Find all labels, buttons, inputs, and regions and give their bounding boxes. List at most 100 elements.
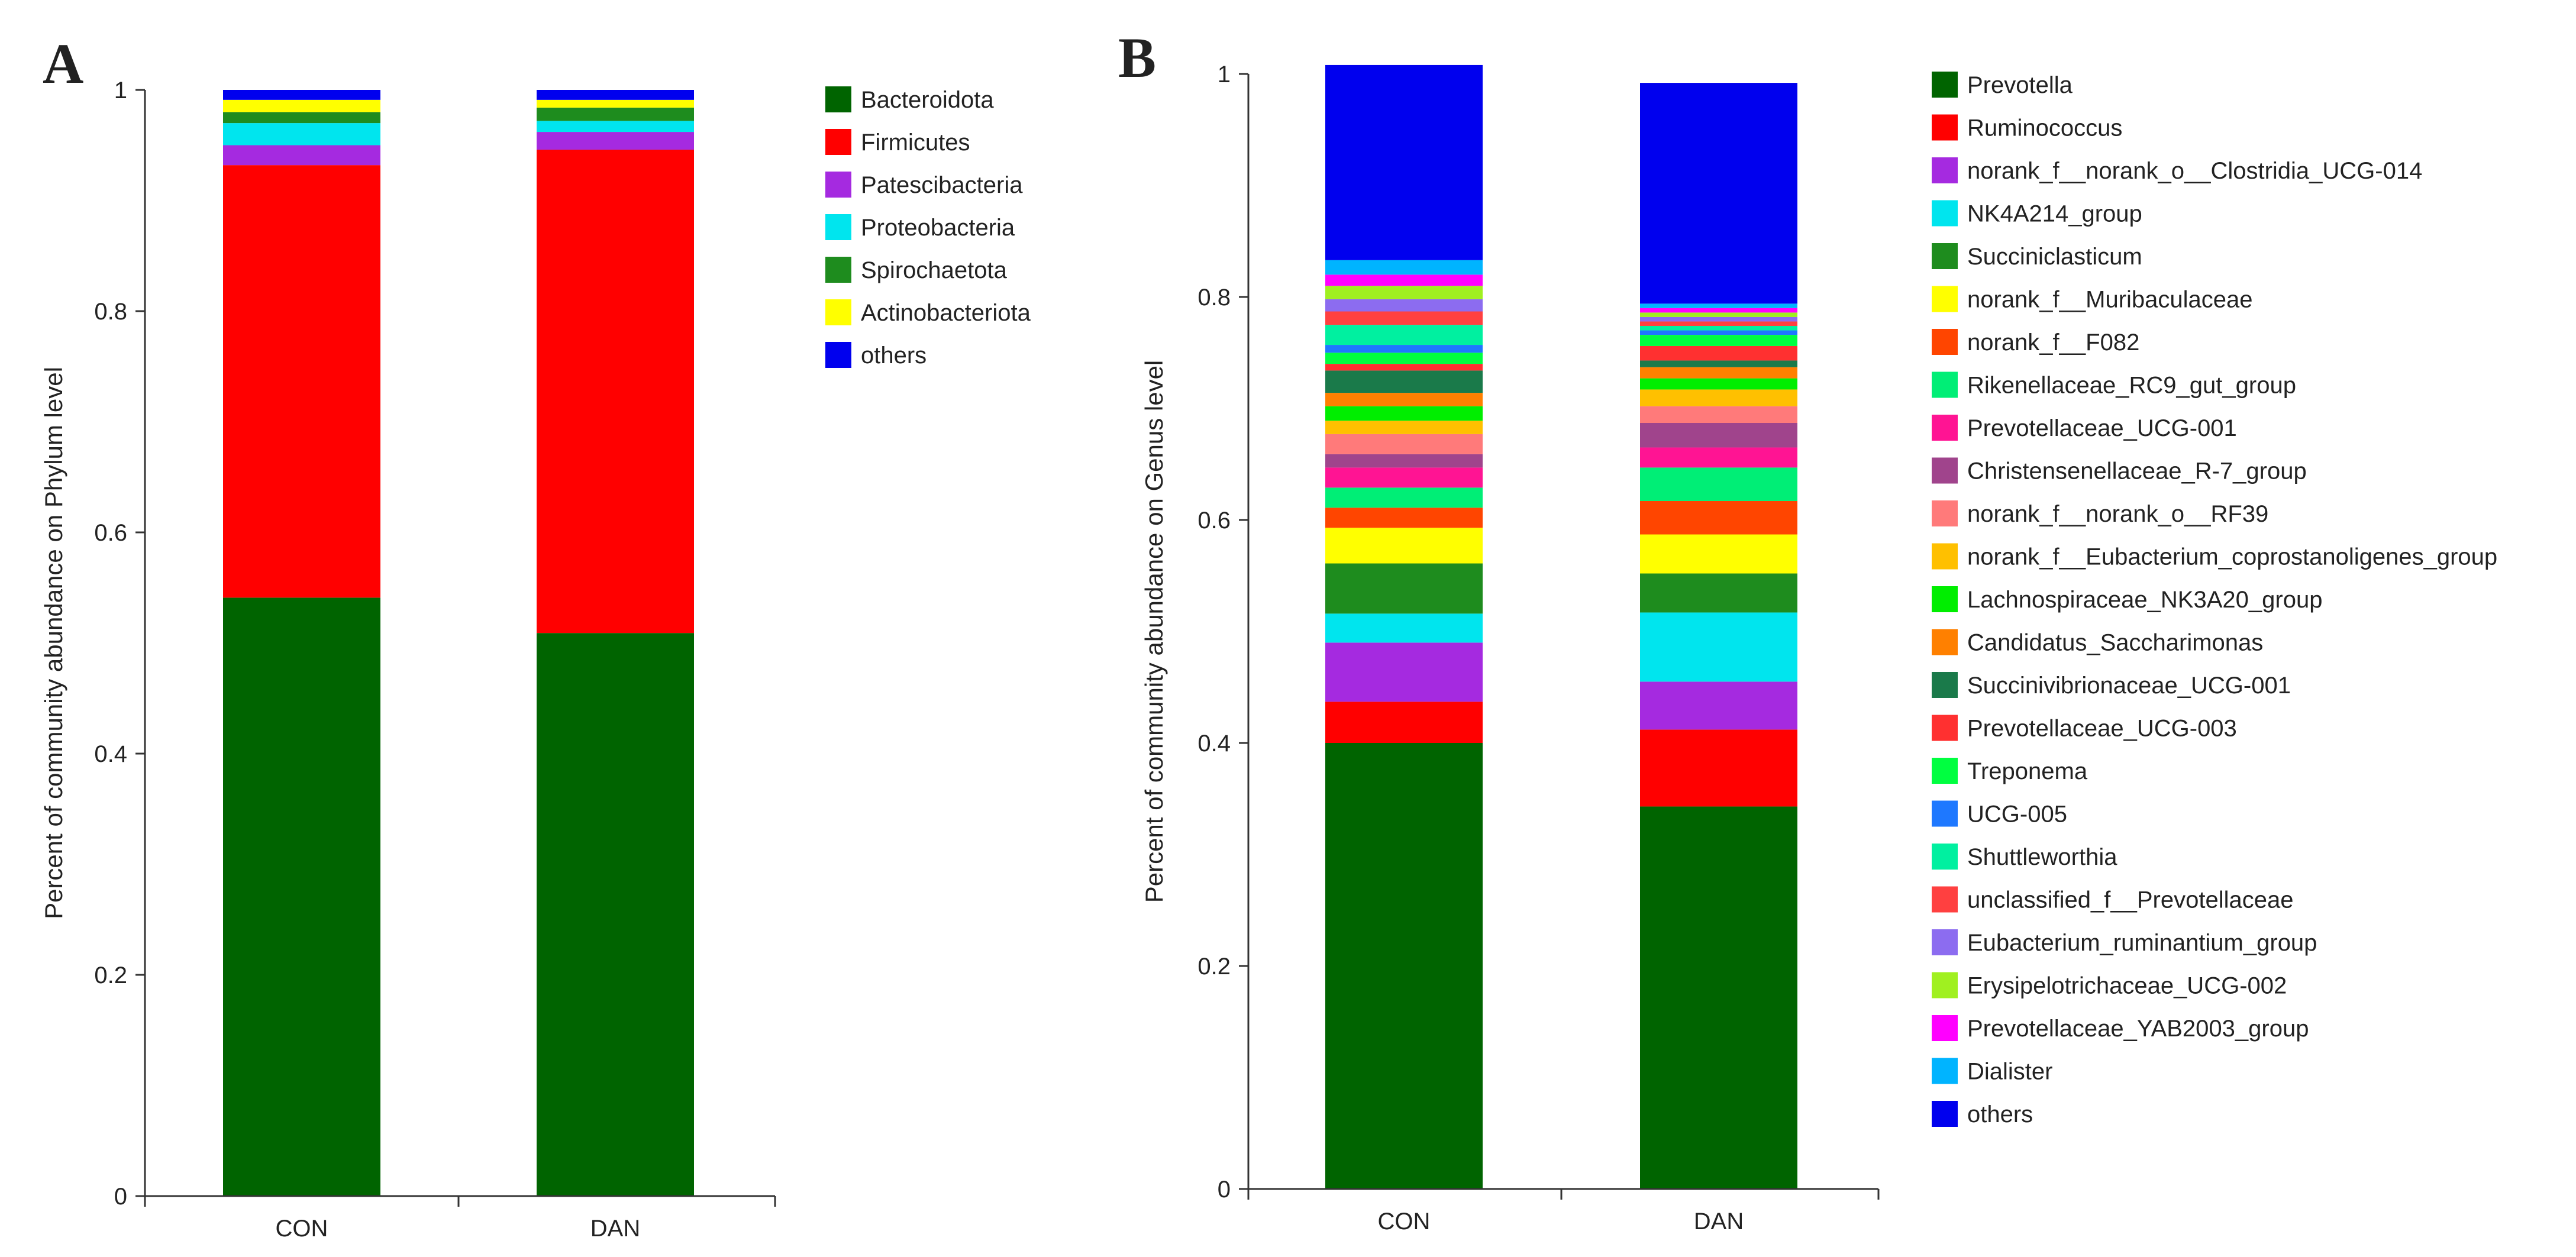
bar-segment-b-con-norank-f-norank-o-clostridia-ucg-014 xyxy=(1325,642,1483,702)
bar-segment-a-dan-proteobacteria xyxy=(537,121,694,133)
bar-segment-a-con-patescibacteria xyxy=(223,145,380,166)
legend-label-b-christensenellaceae-r-7-group: Christensenellaceae_R-7_group xyxy=(1967,458,2307,484)
legend-swatch-b-succinivibrionaceae-ucg-001 xyxy=(1932,672,1958,698)
y-tick-label-a-3: 0.6 xyxy=(94,520,127,546)
bar-segment-b-con-norank-f-muribaculaceae xyxy=(1325,528,1483,564)
x-tick-label-a-con: CON xyxy=(276,1216,328,1242)
legend-label-b-prevotellaceae-ucg-003: Prevotellaceae_UCG-003 xyxy=(1967,716,2237,742)
legend-swatch-a-bacteroidota xyxy=(825,86,851,112)
bar-segment-b-dan-succiniclasticum xyxy=(1640,573,1797,613)
bar-segment-a-dan-bacteroidota xyxy=(537,633,694,1196)
y-axis-title-a: Percent of community abundance on Phylum… xyxy=(40,367,67,919)
legend-swatch-a-patescibacteria xyxy=(825,172,851,198)
legend-label-a-actinobacteriota: Actinobacteriota xyxy=(861,300,1031,326)
bar-segment-b-dan-shuttleworthia xyxy=(1640,326,1797,331)
legend-label-b-norank-f-norank-o-clostridia-ucg-014: norank_f__norank_o__Clostridia_UCG-014 xyxy=(1967,158,2422,184)
bar-segment-b-dan-candidatus-saccharimonas xyxy=(1640,367,1797,379)
bar-segment-b-con-ucg-005 xyxy=(1325,345,1483,353)
y-tick-label-b-3: 0.6 xyxy=(1197,508,1231,534)
legend-swatch-b-christensenellaceae-r-7-group xyxy=(1932,457,1958,484)
bar-segment-b-dan-unclassified-f-prevotellaceae xyxy=(1640,321,1797,327)
legend-swatch-b-norank-f-f082 xyxy=(1932,329,1958,355)
legend-label-a-bacteroidota: Bacteroidota xyxy=(861,87,994,113)
legend-swatch-b-succiniclasticum xyxy=(1932,243,1958,269)
y-tick-label-a-2: 0.4 xyxy=(94,741,127,767)
x-tick-label-a-dan: DAN xyxy=(590,1216,640,1242)
bar-segment-b-con-ruminococcus xyxy=(1325,702,1483,743)
legend-label-b-norank-f-f082: norank_f__F082 xyxy=(1967,329,2139,356)
legend-swatch-b-dialister xyxy=(1932,1058,1958,1084)
bar-segment-b-con-christensenellaceae-r-7-group xyxy=(1325,454,1483,468)
bar-segment-b-dan-others xyxy=(1640,83,1797,304)
bar-segment-b-con-nk4a214-group xyxy=(1325,613,1483,643)
bar-segment-b-con-unclassified-f-prevotellaceae xyxy=(1325,311,1483,325)
bar-segment-a-dan-actinobacteriota xyxy=(537,99,694,108)
bar-segment-b-dan-norank-f-muribaculaceae xyxy=(1640,534,1797,574)
bar-segment-a-con-others xyxy=(223,90,380,100)
bar-segment-b-dan-christensenellaceae-r-7-group xyxy=(1640,423,1797,448)
legend-swatch-a-spirochaetota xyxy=(825,257,851,283)
y-axis-title-b: Percent of community abundance on Genus … xyxy=(1140,360,1168,903)
bar-segment-b-dan-prevotella xyxy=(1640,806,1797,1189)
bar-segment-b-con-rikenellaceae-rc9-gut-group xyxy=(1325,487,1483,508)
legend-label-a-spirochaetota: Spirochaetota xyxy=(861,257,1008,283)
bar-segment-b-dan-succinivibrionaceae-ucg-001 xyxy=(1640,360,1797,367)
bar-segment-b-dan-ruminococcus xyxy=(1640,729,1797,807)
legend-label-b-ucg-005: UCG-005 xyxy=(1967,802,2067,828)
bar-segment-b-dan-norank-f-eubacterium-coprostanoligenes-group xyxy=(1640,389,1797,406)
y-tick-label-b-5: 1 xyxy=(1218,62,1231,88)
legend-label-b-norank-f-eubacterium-coprostanoligenes-group: norank_f__Eubacterium_coprostanoligenes_… xyxy=(1967,544,2497,570)
y-tick-label-a-4: 0.8 xyxy=(94,299,127,325)
legend-swatch-b-norank-f-muribaculaceae xyxy=(1932,286,1958,312)
legend-swatch-b-prevotella xyxy=(1932,72,1958,98)
y-tick-label-b-2: 0.4 xyxy=(1197,731,1231,757)
panel-b-letter: B xyxy=(1118,26,1156,89)
bar-segment-b-con-erysipelotrichaceae-ucg-002 xyxy=(1325,286,1483,299)
y-tick-label-b-4: 0.8 xyxy=(1197,285,1231,311)
bar-segment-b-con-norank-f-f082 xyxy=(1325,508,1483,528)
legend-swatch-b-ruminococcus xyxy=(1932,114,1958,141)
x-tick-label-b-con: CON xyxy=(1378,1208,1431,1235)
legend-swatch-b-unclassified-f-prevotellaceae xyxy=(1932,886,1958,913)
legend-swatch-b-rikenellaceae-rc9-gut-group xyxy=(1932,371,1958,398)
bar-segment-b-dan-norank-f-norank-o-rf39 xyxy=(1640,406,1797,424)
legend-swatch-b-eubacterium-ruminantium-group xyxy=(1932,929,1958,955)
bar-segment-b-dan-nk4a214-group xyxy=(1640,612,1797,682)
bar-segment-b-con-prevotellaceae-ucg-001 xyxy=(1325,467,1483,488)
legend-label-b-ruminococcus: Ruminococcus xyxy=(1967,115,2122,141)
panel-a-letter: A xyxy=(43,32,83,95)
bar-segment-b-con-norank-f-norank-o-rf39 xyxy=(1325,434,1483,454)
y-tick-label-a-0: 0 xyxy=(114,1184,127,1210)
legend-swatch-a-actinobacteriota xyxy=(825,299,851,325)
bar-segment-b-con-succinivibrionaceae-ucg-001 xyxy=(1325,370,1483,393)
y-tick-label-a-5: 1 xyxy=(114,77,127,104)
legend-label-b-erysipelotrichaceae-ucg-002: Erysipelotrichaceae_UCG-002 xyxy=(1967,973,2287,999)
bar-segment-b-dan-ucg-005 xyxy=(1640,330,1797,335)
legend-label-b-unclassified-f-prevotellaceae: unclassified_f__Prevotellaceae xyxy=(1967,887,2293,913)
legend-swatch-b-erysipelotrichaceae-ucg-002 xyxy=(1932,972,1958,999)
bar-segment-a-dan-spirochaetota xyxy=(537,107,694,121)
bar-segment-b-con-prevotellaceae-yab2003-group xyxy=(1325,274,1483,286)
legend-swatch-b-lachnospiraceae-nk3a20-group xyxy=(1932,586,1958,612)
legend-label-b-shuttleworthia: Shuttleworthia xyxy=(1967,844,2117,870)
bar-segment-b-con-shuttleworthia xyxy=(1325,325,1483,345)
y-tick-label-b-0: 0 xyxy=(1218,1177,1231,1203)
legend-label-b-prevotellaceae-ucg-001: Prevotellaceae_UCG-001 xyxy=(1967,415,2237,441)
legend-label-b-rikenellaceae-rc9-gut-group: Rikenellaceae_RC9_gut_group xyxy=(1967,373,2296,399)
legend-label-b-lachnospiraceae-nk3a20-group: Lachnospiraceae_NK3A20_group xyxy=(1967,587,2322,613)
bar-segment-b-con-succiniclasticum xyxy=(1325,563,1483,614)
bar-segment-a-dan-firmicutes xyxy=(537,149,694,634)
legend-label-b-succinivibrionaceae-ucg-001: Succinivibrionaceae_UCG-001 xyxy=(1967,673,2291,699)
legend-swatch-a-proteobacteria xyxy=(825,214,851,240)
bar-segment-b-dan-lachnospiraceae-nk3a20-group xyxy=(1640,378,1797,390)
bar-segment-a-con-actinobacteriota xyxy=(223,99,380,112)
bar-segment-b-dan-norank-f-norank-o-clostridia-ucg-014 xyxy=(1640,681,1797,730)
bar-segment-b-dan-treponema xyxy=(1640,335,1797,346)
bar-segment-b-con-treponema xyxy=(1325,353,1483,364)
legend-label-b-norank-f-muribaculaceae: norank_f__Muribaculaceae xyxy=(1967,287,2253,313)
legend-swatch-b-candidatus-saccharimonas xyxy=(1932,629,1958,655)
legend-swatch-b-others xyxy=(1932,1101,1958,1127)
legend-label-b-succiniclasticum: Succiniclasticum xyxy=(1967,244,2142,270)
bar-segment-b-dan-prevotellaceae-yab2003-group xyxy=(1640,308,1797,313)
